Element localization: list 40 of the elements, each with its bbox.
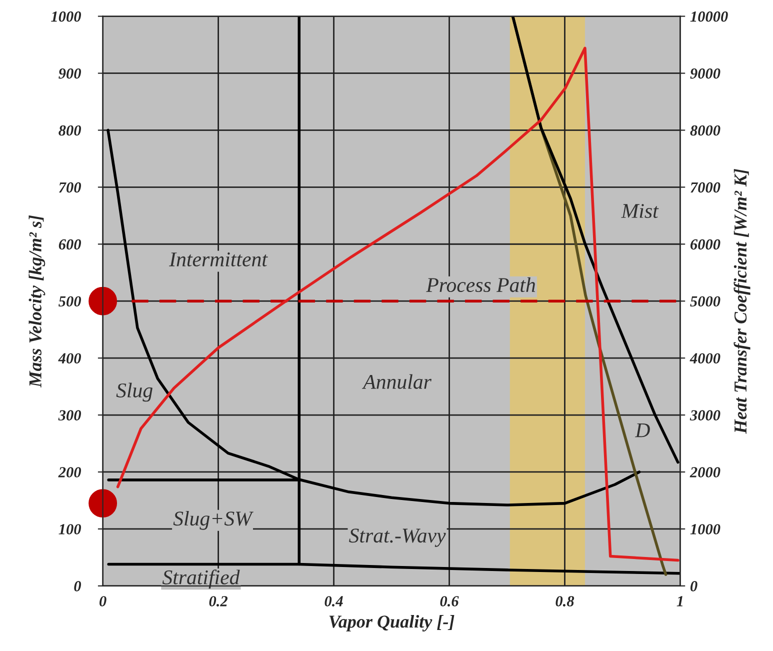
y-tick-label: 900 <box>58 68 82 79</box>
annotation: D <box>634 423 650 438</box>
annotation: Slug+SW <box>173 510 254 530</box>
y2-tick-label: 8000 <box>690 125 720 136</box>
y2-axis-title: Heat Transfer Coefficient [W/m² K] <box>734 168 750 434</box>
annotation: Slug <box>116 382 152 402</box>
y-tick-label: 0 <box>74 581 82 592</box>
y-tick-label: 200 <box>58 467 82 478</box>
y-tick-label: 1000 <box>51 11 82 22</box>
y-tick-label: 300 <box>58 410 82 420</box>
y-axis-title: Mass Velocity [kg/m² s] <box>28 215 46 388</box>
x-tick-label: 0.8 <box>556 596 574 606</box>
annotation: Mist <box>621 204 659 218</box>
y2-tick-label: 9000 <box>690 68 720 79</box>
annotation: Annular <box>362 374 432 389</box>
x-axis-title: Vapor Quality [-] <box>329 615 454 632</box>
y2-tick-label: 7000 <box>690 182 720 193</box>
y2-tick-label: 2000 <box>690 467 720 478</box>
x-tick-label: 0.4 <box>324 596 343 606</box>
y2-tick-label: 3000 <box>690 410 720 420</box>
y-tick-label: 800 <box>58 125 82 136</box>
y-tick-label: 400 <box>58 353 82 364</box>
x-tick-label: 1 <box>676 596 683 606</box>
annotation: Stratified <box>162 570 240 589</box>
y-tick-label: 700 <box>59 182 82 193</box>
annotation: Strat.-Wavy <box>349 528 446 547</box>
y-tick-label: 500 <box>58 296 82 307</box>
x-tick-label: 0.2 <box>209 596 228 606</box>
y2-tick-label: 4000 <box>690 353 720 364</box>
y-tick-label: 600 <box>58 239 82 250</box>
y2-tick-label: 5000 <box>690 296 720 307</box>
y2-tick-label: 6000 <box>690 239 720 250</box>
x-tick-label: 0 <box>100 596 106 606</box>
y2-tick-label: 10000 <box>690 11 728 22</box>
x-tick-label: 0.6 <box>440 596 459 606</box>
y-tick-label: 100 <box>58 524 82 534</box>
y2-tick-label: 1000 <box>690 524 720 534</box>
y2-tick-label: 0 <box>690 581 698 592</box>
annotation: Process Path <box>426 277 536 292</box>
annotation: Intermittent <box>169 252 268 266</box>
